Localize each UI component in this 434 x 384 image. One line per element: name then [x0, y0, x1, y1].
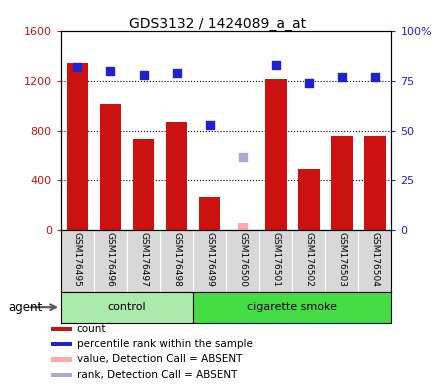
- Point: [305, 79, 312, 86]
- Text: count: count: [76, 324, 106, 334]
- Text: GSM176496: GSM176496: [106, 232, 115, 287]
- Point: [239, 154, 246, 160]
- Text: GSM176499: GSM176499: [205, 232, 214, 287]
- Bar: [51, 326, 72, 331]
- Text: GSM176504: GSM176504: [370, 232, 378, 287]
- Bar: [165, 122, 187, 230]
- Point: [206, 121, 213, 127]
- Text: agent: agent: [9, 301, 43, 314]
- Text: value, Detection Call = ABSENT: value, Detection Call = ABSENT: [76, 354, 241, 364]
- Text: GSM176501: GSM176501: [271, 232, 279, 287]
- Bar: [51, 342, 72, 346]
- Text: GSM176502: GSM176502: [304, 232, 312, 287]
- Bar: [363, 136, 385, 230]
- Text: control: control: [108, 302, 146, 312]
- Text: GSM176495: GSM176495: [73, 232, 82, 287]
- Bar: [264, 79, 286, 230]
- Point: [173, 70, 180, 76]
- Bar: [198, 197, 220, 230]
- Text: cigarette smoke: cigarette smoke: [247, 302, 336, 312]
- Text: rank, Detection Call = ABSENT: rank, Detection Call = ABSENT: [76, 370, 237, 380]
- Point: [272, 61, 279, 68]
- Point: [338, 74, 345, 80]
- Bar: [51, 372, 72, 377]
- Text: GSM176500: GSM176500: [238, 232, 247, 287]
- Bar: [51, 357, 72, 362]
- Bar: [66, 63, 88, 230]
- Bar: [297, 169, 319, 230]
- Text: GDS3132 / 1424089_a_at: GDS3132 / 1424089_a_at: [128, 17, 306, 31]
- Text: GSM176498: GSM176498: [172, 232, 181, 287]
- Bar: [330, 136, 352, 230]
- Text: percentile rank within the sample: percentile rank within the sample: [76, 339, 252, 349]
- Point: [140, 71, 147, 78]
- Bar: [132, 139, 154, 230]
- Point: [371, 74, 378, 80]
- Bar: [237, 223, 247, 230]
- Point: [107, 68, 114, 74]
- Point: [74, 64, 81, 70]
- Bar: [99, 104, 121, 230]
- Text: GSM176497: GSM176497: [139, 232, 148, 287]
- Text: GSM176503: GSM176503: [337, 232, 345, 287]
